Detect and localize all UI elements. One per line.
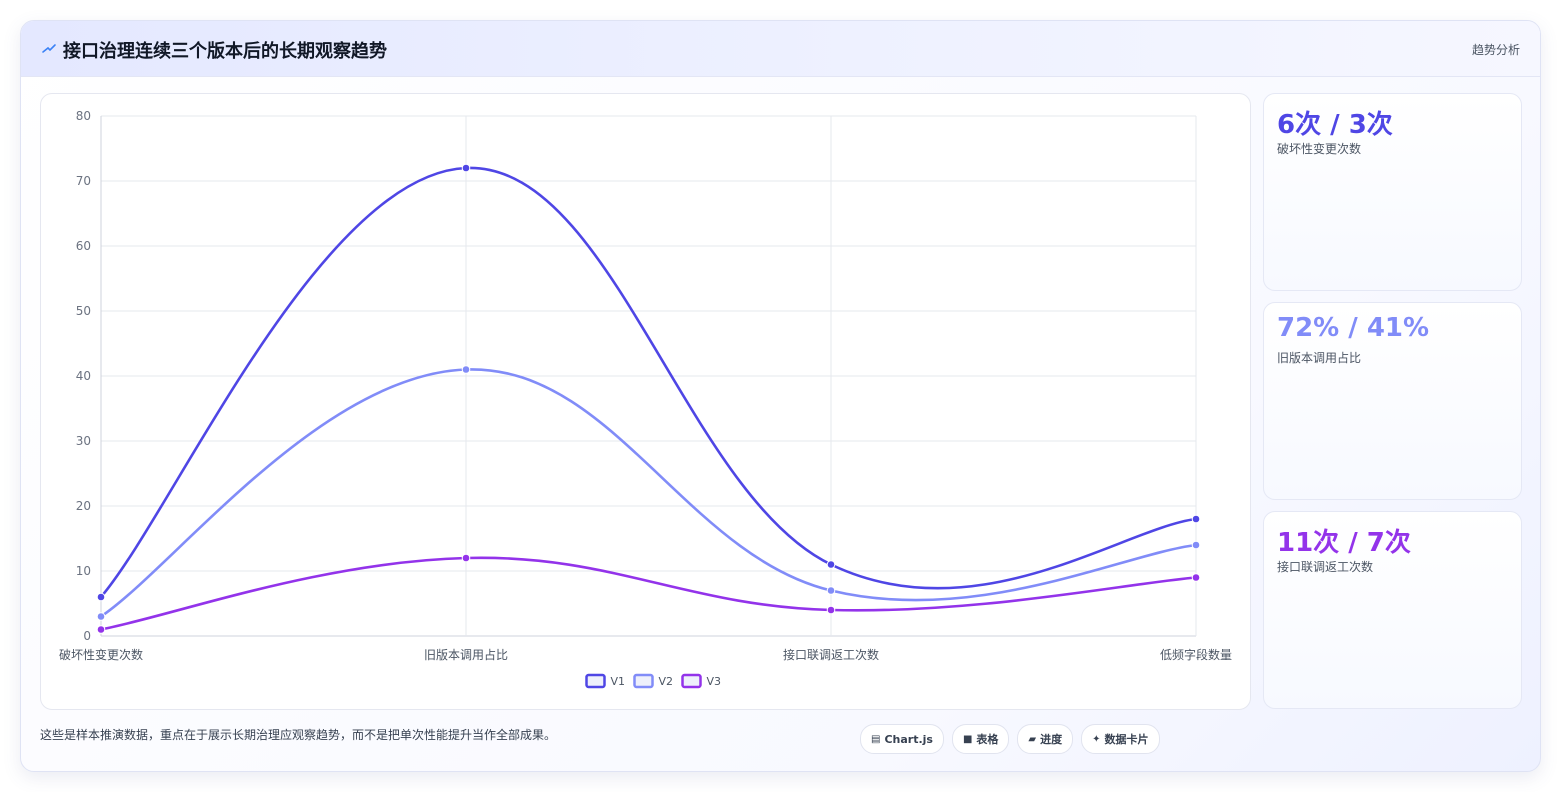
progress-icon: ▰ — [1028, 733, 1037, 745]
series-line-v3 — [100, 556, 1197, 631]
line-chart-panel: 0 10 20 30 40 50 60 70 80 破坏性变更次数 旧版本调用占比 接口联调返工次数 低… — [40, 93, 1251, 710]
y-tick-label: 40 — [76, 369, 91, 383]
data-point-v3 — [96, 625, 106, 634]
data-point-v1 — [826, 560, 836, 569]
y-tick-label: 50 — [76, 304, 91, 318]
stat-label: 旧版本调用占比 — [1277, 351, 1362, 365]
card-header: 接口治理连续三个版本后的长期观察趋势 趋势分析 — [21, 21, 1540, 77]
tech-chips: ▤ Chart.js ■ 表格 ▰ 进度 ✦ 数据卡片 — [860, 724, 1160, 754]
chip-label: 进度 — [1040, 733, 1063, 746]
y-tick-label: 70 — [76, 174, 91, 188]
stat-value: 72% / 41% — [1277, 313, 1430, 343]
data-point-v2 — [826, 586, 836, 595]
chip-progress[interactable]: ▰ 进度 — [1017, 724, 1074, 754]
stat-value: 11次 / 7次 — [1277, 528, 1411, 558]
stat-card-legacy-call-ratio: 72% / 41% 旧版本调用占比 — [1263, 302, 1522, 500]
chart-card: 接口治理连续三个版本后的长期观察趋势 趋势分析 0 10 20 30 40 50 60 70 8… — [20, 20, 1541, 772]
y-tick-label: 20 — [76, 499, 91, 513]
data-point-v1 — [96, 592, 106, 602]
y-tick-label: 60 — [76, 239, 91, 253]
legend-label-v2: V2 — [659, 675, 674, 688]
x-tick-label: 破坏性变更次数 — [59, 647, 143, 662]
x-tick-label: 接口联调返工次数 — [783, 647, 879, 662]
y-tick-label: 80 — [76, 109, 91, 123]
trend-analysis-tag: 趋势分析 — [1471, 43, 1520, 57]
table-icon: ■ — [962, 733, 973, 745]
data-point-v3 — [826, 605, 836, 615]
chip-table[interactable]: ■ 表格 — [951, 724, 1010, 754]
legend-swatch-v3 — [681, 673, 702, 689]
data-point-v1 — [1191, 514, 1201, 524]
card-icon: ✦ — [1092, 733, 1101, 745]
stat-label: 破坏性变更次数 — [1277, 142, 1362, 156]
data-point-v3 — [461, 553, 471, 563]
footer-note: 这些是样本推演数据，重点在于展示长期治理应观察趋势，而不是把单次性能提升当作全部… — [40, 728, 557, 742]
series-line-v1 — [100, 166, 1197, 598]
x-tick-label: 低频字段数量 — [1160, 647, 1232, 662]
series-line-v2 — [100, 368, 1197, 618]
legend-swatch-v2 — [633, 673, 654, 689]
data-point-v2 — [1191, 540, 1201, 550]
card-title: 接口治理连续三个版本后的长期观察趋势 — [63, 41, 387, 62]
line-chart: 0 10 20 30 40 50 60 70 80 破坏性变更次数 旧版本调用占比 接口联调返工次数 低… — [59, 109, 1232, 689]
stat-label: 接口联调返工次数 — [1277, 560, 1374, 574]
y-tick-label: 30 — [76, 434, 91, 448]
x-tick-label: 旧版本调用占比 — [424, 647, 508, 662]
stat-value: 6次 / 3次 — [1277, 110, 1393, 140]
legend-label-v1: V1 — [611, 675, 626, 688]
trend-icon — [42, 44, 56, 53]
legend-label-v3: V3 — [707, 675, 722, 688]
data-point-v3 — [1191, 573, 1201, 582]
chip-label: Chart.js — [884, 732, 933, 746]
chip-chartjs[interactable]: ▤ Chart.js — [860, 724, 944, 754]
data-point-v2 — [461, 365, 471, 374]
chip-data-card[interactable]: ✦ 数据卡片 — [1081, 724, 1160, 754]
stat-card-rework-count: 11次 / 7次 接口联调返工次数 — [1263, 511, 1522, 709]
chip-label: 数据卡片 — [1104, 733, 1149, 746]
y-tick-label: 10 — [76, 564, 91, 578]
data-point-v1 — [461, 163, 471, 173]
chart-icon: ▤ — [871, 733, 881, 745]
stat-card-breaking-changes: 6次 / 3次 破坏性变更次数 — [1263, 93, 1522, 291]
data-point-v2 — [96, 612, 106, 621]
y-tick-label: 0 — [83, 629, 91, 643]
chip-label: 表格 — [976, 733, 999, 746]
legend-swatch-v1 — [585, 673, 606, 689]
